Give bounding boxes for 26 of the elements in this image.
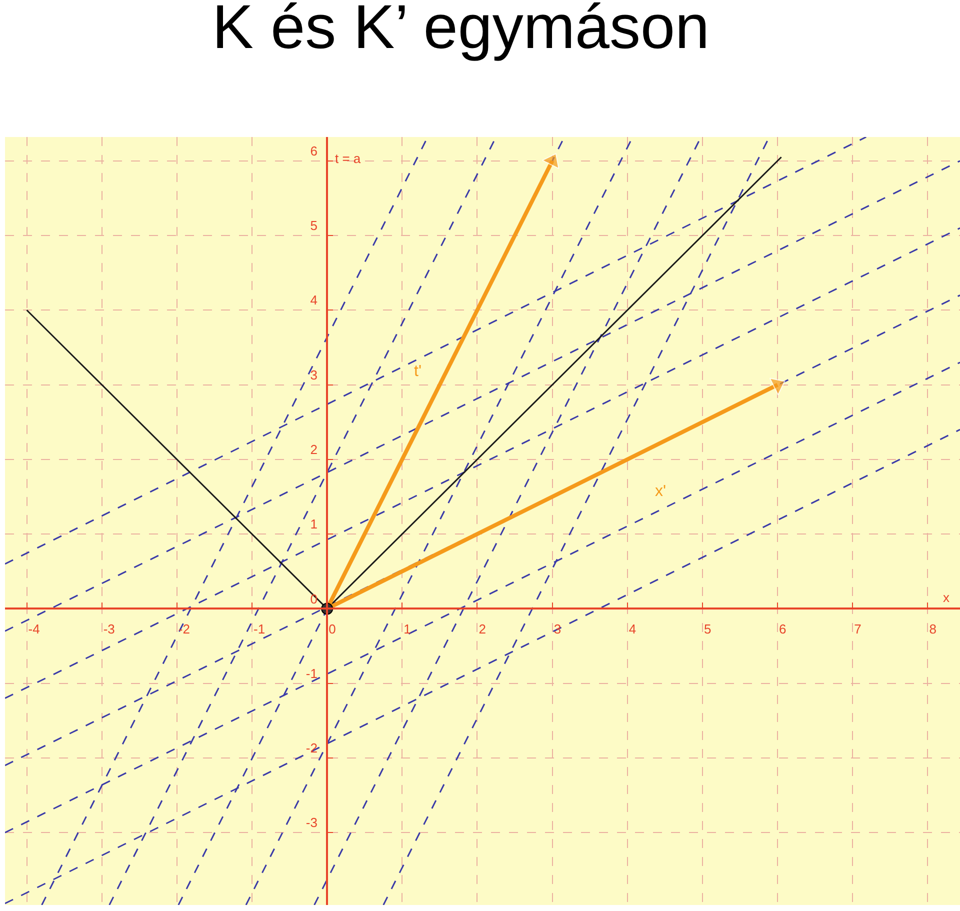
- x-tick-label: 6: [779, 621, 786, 636]
- series-label: t': [414, 363, 422, 380]
- x-tick-label: -4: [28, 621, 40, 636]
- y-tick-label: 3: [310, 367, 318, 382]
- y-tick-label: 0: [310, 591, 318, 606]
- x-tick-label: 7: [854, 621, 862, 636]
- y-tick-label: 6: [310, 143, 318, 158]
- y-tick-label: -1: [306, 666, 318, 681]
- x-tick-label: 0: [328, 621, 336, 636]
- x-axis-title: x: [943, 590, 950, 605]
- y-tick-label: -3: [306, 815, 318, 830]
- x-tick-label: 8: [929, 621, 936, 636]
- x-tick-label: 4: [628, 621, 636, 636]
- y-tick-label: 4: [310, 292, 318, 308]
- y-axis-title: t = a: [335, 151, 362, 166]
- y-tick-label: 1: [310, 516, 318, 532]
- x-tick-label: 5: [704, 621, 712, 636]
- text: x': [655, 483, 666, 500]
- x-tick-label: 1: [404, 621, 411, 636]
- chart-title: K és K’ egymáson: [212, 0, 710, 62]
- y-tick-label: -2: [306, 740, 318, 756]
- y-tick-label: 2: [310, 442, 318, 457]
- x-tick-label: -3: [103, 621, 115, 636]
- x-tick-label: -1: [254, 621, 266, 636]
- y-tick-label: 5: [310, 218, 318, 234]
- x-tick-label: 2: [478, 621, 486, 636]
